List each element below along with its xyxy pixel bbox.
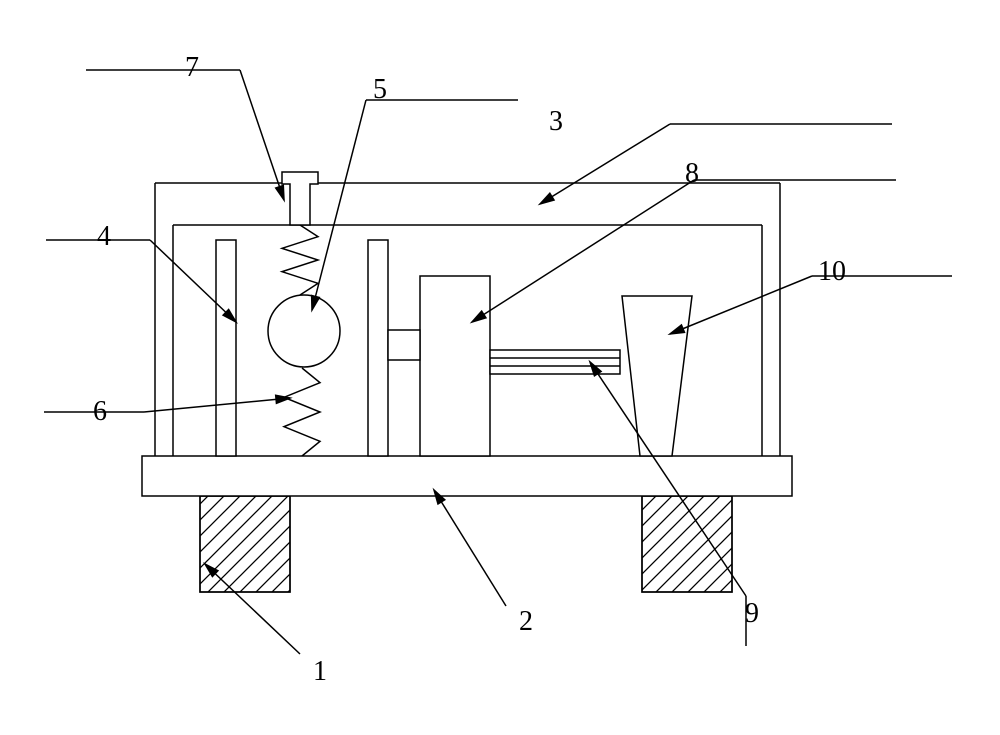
technical-diagram: 1 2 3 4 5 6 7 8 9 10 [0,0,1000,735]
callout-label-5: 5 [373,74,387,105]
callout-label-3: 3 [549,106,563,137]
callout-label-7: 7 [185,52,199,83]
callout-label-8: 8 [685,158,699,189]
callout-label-6: 6 [93,396,107,427]
callout-label-2: 2 [519,606,533,637]
callout-label-9: 9 [745,598,759,629]
callout-label-1: 1 [313,656,327,687]
callout-label-4: 4 [97,221,111,252]
callout-label-10: 10 [818,256,846,287]
